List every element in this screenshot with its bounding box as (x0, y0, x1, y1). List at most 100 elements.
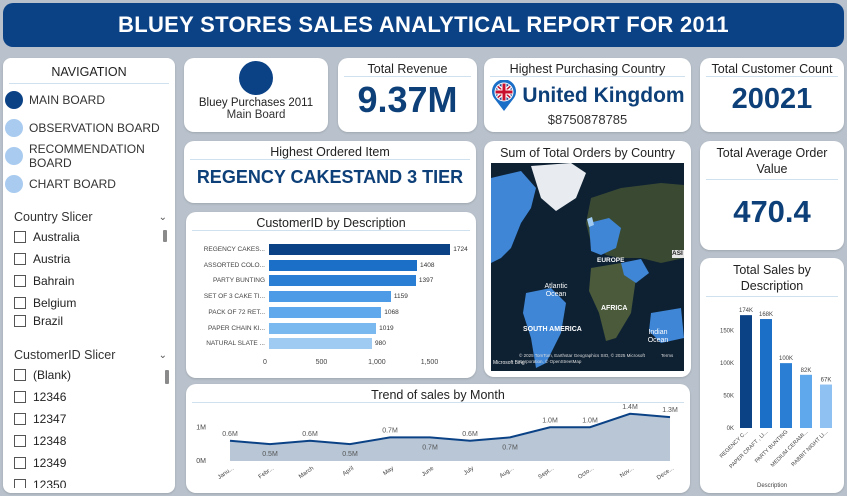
customerid-bar-value: 1068 (384, 308, 399, 316)
trend-data-label: 1.4M (622, 404, 638, 411)
report-title: BLUEY STORES SALES ANALYTICAL REPORT FOR… (118, 12, 729, 37)
customerid-bar-label: PACK OF 72 RET... (208, 308, 265, 316)
chevron-down-icon[interactable]: ⌄ (158, 211, 167, 223)
highest-country-label: Highest Purchasing Country (490, 58, 685, 77)
trend-area-fill (230, 413, 670, 461)
chevron-down-icon[interactable]: ⌄ (158, 349, 167, 361)
checkbox-icon[interactable] (14, 315, 26, 327)
country-option[interactable]: Australia (3, 226, 175, 248)
checkbox-icon[interactable] (14, 369, 26, 381)
customerid-bar-row: REGENCY CAKES... 1724 (204, 244, 468, 255)
customerid-option[interactable]: 12350 (3, 474, 175, 488)
avg-order-value: 470.4 (733, 194, 811, 229)
customerid-chart-xaxis: 0 500 1,000 1,500 (263, 359, 453, 371)
customerid-bar-label: REGENCY CAKES... (203, 246, 265, 253)
trend-data-label: 0.6M (222, 431, 238, 438)
trend-data-label: 0.5M (262, 451, 278, 458)
checkbox-icon[interactable] (14, 231, 26, 243)
map-landmass-north-america (491, 171, 536, 263)
customerid-option[interactable]: 12346 (3, 386, 175, 408)
customerid-slicer-header: CustomerID Slicer ⌄ (3, 348, 175, 362)
checkbox-icon[interactable] (14, 391, 26, 403)
trend-data-label: 0.7M (382, 427, 398, 434)
customerid-bar-label: PARTY BUNTING (212, 277, 265, 285)
customerid-bar[interactable] (269, 291, 391, 303)
total-sales-bar[interactable] (740, 315, 752, 428)
nav-dot-icon (5, 119, 23, 137)
nav-main-board[interactable]: MAIN BOARD (3, 86, 175, 114)
total-sales-bar[interactable] (780, 363, 792, 428)
map-landmass-europe (589, 218, 621, 255)
customerid-chart-title: CustomerID by Description (192, 212, 470, 231)
map-label-indian: Indian Ocean (647, 329, 669, 344)
trend-ytick: 0M (196, 458, 206, 465)
world-map[interactable] (491, 163, 684, 371)
country-option[interactable]: Belgium (3, 292, 175, 314)
checkbox-icon[interactable] (14, 435, 26, 447)
customerid-bar-label: SET OF 3 CAKE TI... (203, 293, 265, 301)
nav-recommendation-board[interactable]: RECOMMENDATION BOARD (3, 142, 175, 170)
purchases-title: Bluey Purchases 2011 (198, 97, 314, 109)
report-title-bar: BLUEY STORES SALES ANALYTICAL REPORT FOR… (3, 3, 844, 47)
total-sales-bar-value: 82K (801, 368, 812, 374)
country-label: Australia (33, 230, 80, 244)
country-option[interactable]: Bahrain (3, 270, 175, 292)
nav-observation-board[interactable]: OBSERVATION BOARD (3, 114, 175, 142)
country-label: Belgium (33, 296, 77, 310)
customerid-option[interactable]: 12348 (3, 430, 175, 452)
trend-data-label: 1.0M (582, 417, 598, 424)
customerid-option[interactable]: 12349 (3, 452, 175, 474)
trend-month-label: July (463, 466, 475, 477)
total-sales-ytick: 0K (727, 426, 734, 432)
nav-chart-board[interactable]: CHART BOARD (3, 170, 175, 198)
nav-label: MAIN BOARD (29, 93, 106, 107)
checkbox-icon[interactable] (14, 413, 26, 425)
customerid-chart-card: CustomerID by Description REGENCY CAKES.… (186, 212, 476, 378)
checkbox-icon[interactable] (14, 479, 26, 488)
total-revenue-value: 9.37M (357, 79, 458, 120)
customerid-slicer-scrollbar[interactable] (165, 370, 169, 384)
customerid-bar[interactable] (269, 306, 382, 318)
customerid-option[interactable]: 12347 (3, 408, 175, 430)
total-sales-bar-value: 67K (821, 378, 832, 384)
customerid-bar[interactable] (269, 244, 451, 255)
country-option[interactable]: Austria (3, 248, 175, 270)
customerid-bar[interactable] (269, 259, 418, 271)
customerid-slicer: CustomerID Slicer ⌄ (Blank) 12346 12347 … (3, 348, 175, 488)
checkbox-icon[interactable] (14, 253, 26, 265)
customerid-bar-value: 1408 (420, 261, 435, 269)
trend-month-label: Febr... (258, 466, 276, 481)
customerid-bar[interactable] (269, 322, 377, 334)
total-sales-chart-title: Total Sales by Description (706, 258, 838, 297)
navigation-heading: NAVIGATION (9, 58, 169, 84)
customerid-bar-value: 1397 (418, 277, 434, 285)
total-sales-category-label: RABBIT NIGHT LI... (791, 429, 830, 468)
country-option[interactable]: Brazil (3, 314, 175, 328)
total-sales-chart-card: Total Sales by Description 0K 50K 100K 150K… (700, 258, 844, 493)
total-sales-bar[interactable] (800, 374, 812, 428)
navigation-panel: NAVIGATION MAIN BOARD OBSERVATION BOARD … (3, 58, 175, 493)
checkbox-icon[interactable] (14, 457, 26, 469)
highest-item-card: Highest Ordered Item REGENCY CAKESTAND 3… (184, 141, 476, 203)
customerid-bar[interactable] (269, 338, 373, 350)
customerid-bar-label: ASSORTED COLO... (203, 261, 265, 269)
map-landmass-greenland (531, 163, 586, 211)
map-brand: Microsoft Bing (493, 360, 525, 366)
country-slicer-scrollbar[interactable] (163, 230, 167, 242)
highest-country-card: Highest Purchasing Country United Kingdo… (484, 58, 691, 132)
total-sales-bar[interactable] (760, 319, 772, 428)
customerid-bar-label: PAPER CHAIN KI... (208, 324, 265, 332)
checkbox-icon[interactable] (14, 297, 26, 309)
map-view[interactable]: EUROPE ASI Atlantic Ocean AFRICA SOUTH A… (491, 163, 684, 371)
customerid-option[interactable]: (Blank) (3, 364, 175, 386)
map-asia-label-bg (672, 250, 684, 258)
total-sales-bar[interactable] (820, 384, 832, 428)
trend-line[interactable] (229, 412, 671, 446)
highest-country-amount: $8750878785 (547, 112, 628, 127)
map-landmass-africa (589, 263, 636, 341)
map-terms-link[interactable]: Terms (661, 353, 674, 358)
map-label-asia: ASI (672, 250, 683, 257)
checkbox-icon[interactable] (14, 275, 26, 287)
customerid-bar[interactable] (269, 275, 416, 287)
